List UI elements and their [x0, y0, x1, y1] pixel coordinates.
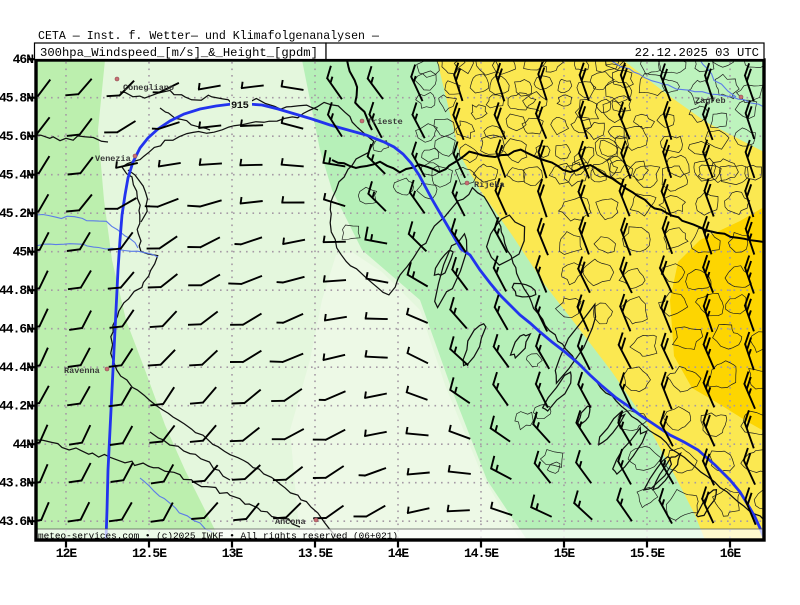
svg-text:44.8N: 44.8N: [0, 283, 33, 298]
svg-text:44.4N: 44.4N: [0, 360, 33, 375]
svg-text:Conegliano: Conegliano: [123, 83, 174, 93]
svg-text:12E: 12E: [56, 546, 78, 561]
svg-text:46N: 46N: [13, 52, 34, 67]
svg-text:CETA — Inst. f. Wetter— und Kl: CETA — Inst. f. Wetter— und Klimafolgena…: [38, 30, 380, 43]
svg-text:15E: 15E: [554, 546, 576, 561]
svg-text:915: 915: [231, 100, 249, 112]
svg-text:45.8N: 45.8N: [0, 91, 33, 106]
svg-text:44N: 44N: [13, 437, 34, 452]
svg-text:14.5E: 14.5E: [464, 546, 499, 561]
svg-text:Trieste: Trieste: [367, 117, 403, 127]
svg-text:45.6N: 45.6N: [0, 129, 33, 144]
svg-text:16E: 16E: [720, 546, 742, 561]
svg-text:300hpa_Windspeed_[m/s]_&_Heigh: 300hpa_Windspeed_[m/s]_&_Height_[gpdm]: [40, 46, 318, 60]
svg-text:Rijeka: Rijeka: [474, 180, 505, 190]
svg-text:12.5E: 12.5E: [132, 546, 167, 561]
svg-text:14E: 14E: [388, 546, 410, 561]
svg-text:Venezia: Venezia: [95, 154, 131, 164]
svg-text:43.8N: 43.8N: [0, 476, 33, 491]
svg-text:22.12.2025 03 UTC: 22.12.2025 03 UTC: [635, 46, 759, 60]
svg-text:44.2N: 44.2N: [0, 399, 33, 414]
svg-text:44.6N: 44.6N: [0, 322, 33, 337]
svg-text:45.2N: 45.2N: [0, 206, 33, 221]
svg-text:13.5E: 13.5E: [298, 546, 333, 561]
svg-text:Ancona: Ancona: [275, 517, 306, 527]
svg-text:43.6N: 43.6N: [0, 514, 33, 529]
svg-text:13E: 13E: [222, 546, 244, 561]
svg-text:15.5E: 15.5E: [630, 546, 665, 561]
svg-text:45N: 45N: [13, 245, 34, 260]
svg-text:Zagreb: Zagreb: [695, 96, 726, 106]
svg-text:Ravenna: Ravenna: [64, 366, 100, 376]
svg-text:45.4N: 45.4N: [0, 168, 33, 183]
